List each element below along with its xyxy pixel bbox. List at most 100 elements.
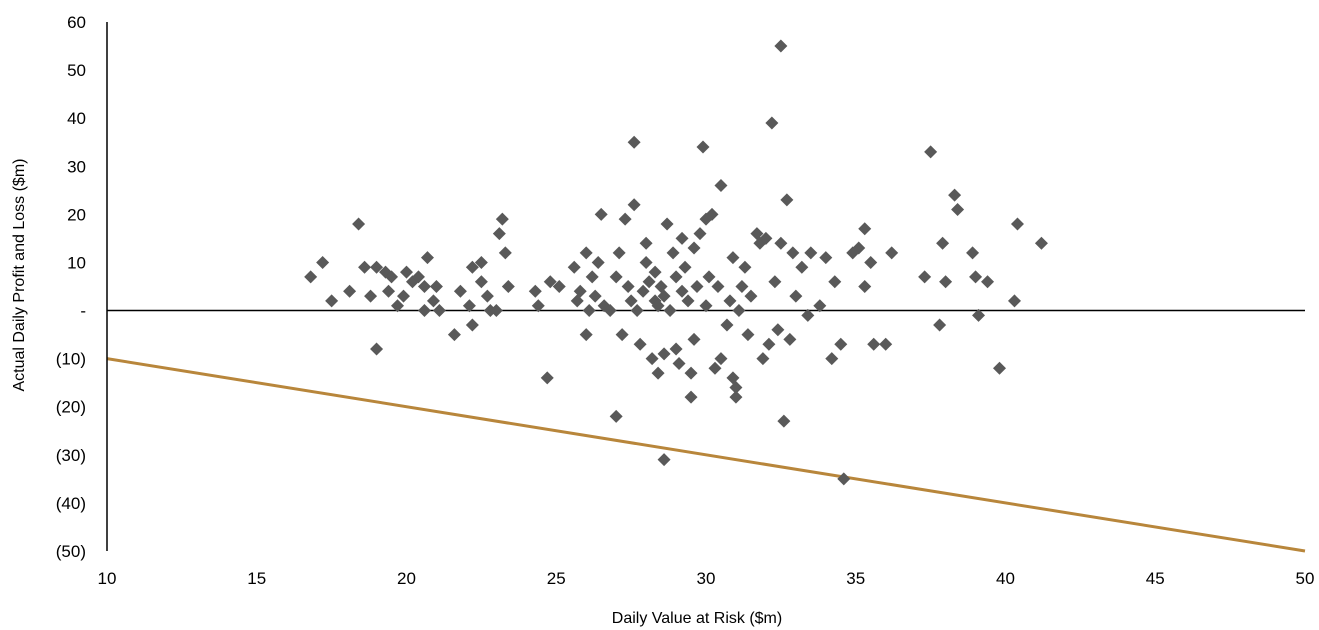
- data-point: [358, 260, 372, 274]
- data-point: [771, 323, 785, 337]
- data-point: [879, 337, 893, 351]
- data-point: [705, 207, 719, 221]
- data-point: [684, 390, 698, 404]
- data-point: [370, 260, 384, 274]
- data-point: [681, 294, 695, 308]
- reference-line: [106, 357, 1306, 553]
- data-point: [834, 337, 848, 351]
- data-point: [420, 251, 434, 265]
- data-point: [933, 318, 947, 332]
- y-tick-label: 60: [67, 13, 86, 32]
- data-point: [480, 289, 494, 303]
- data-point: [531, 299, 545, 313]
- x-tick-label: 15: [247, 569, 266, 588]
- data-point: [714, 179, 728, 193]
- data-point: [741, 328, 755, 342]
- y-tick-labels: 60 50 40 30 20 10 - (10) (20) (30) (40) (50): [56, 13, 86, 561]
- x-tick-labels: 10 15 20 25 30 35 40 45 50: [98, 569, 1315, 588]
- y-tick-label: (30): [56, 446, 86, 465]
- data-point: [780, 193, 794, 207]
- y-tick-label: (20): [56, 398, 86, 417]
- data-point: [657, 289, 671, 303]
- data-point: [621, 280, 635, 293]
- data-point: [735, 280, 749, 293]
- data-point: [615, 328, 629, 342]
- data-point: [489, 304, 503, 318]
- data-point: [759, 231, 773, 245]
- data-point: [765, 116, 779, 130]
- x-tick-label: 45: [1146, 569, 1165, 588]
- data-point: [774, 236, 788, 250]
- data-point: [651, 366, 665, 380]
- data-point: [645, 352, 659, 366]
- data-point: [465, 260, 479, 274]
- data-point: [687, 241, 701, 255]
- scatter-points: [304, 39, 1048, 486]
- data-point: [786, 246, 800, 260]
- data-point: [789, 289, 803, 303]
- data-point: [304, 270, 318, 284]
- x-tick-label: 10: [98, 569, 117, 588]
- data-point: [666, 246, 680, 260]
- data-point: [774, 39, 788, 53]
- data-point: [699, 299, 713, 313]
- x-tick-label: 20: [397, 569, 416, 588]
- data-point: [498, 246, 512, 260]
- data-point: [636, 284, 650, 298]
- data-point: [573, 284, 587, 298]
- data-point: [492, 227, 506, 241]
- data-point: [417, 304, 431, 318]
- data-point: [669, 342, 683, 356]
- data-point: [867, 337, 881, 351]
- data-point: [633, 337, 647, 351]
- data-point: [540, 371, 554, 385]
- data-point: [696, 140, 710, 154]
- y-tick-label: (10): [56, 350, 86, 369]
- data-point: [858, 222, 872, 236]
- data-point: [627, 198, 641, 212]
- data-point: [726, 371, 740, 385]
- data-point: [624, 294, 638, 308]
- data-point: [570, 294, 584, 308]
- x-axis-title: Daily Value at Risk ($m): [612, 610, 782, 627]
- data-point: [762, 337, 776, 351]
- data-point: [579, 246, 593, 260]
- data-point: [714, 352, 728, 366]
- data-point: [693, 227, 707, 241]
- data-point: [588, 289, 602, 303]
- data-point: [501, 280, 515, 293]
- data-point: [627, 135, 641, 149]
- x-tick-label: 50: [1296, 569, 1315, 588]
- data-point: [828, 275, 842, 289]
- data-point: [651, 299, 665, 313]
- data-point: [618, 212, 632, 226]
- data-point: [370, 342, 384, 356]
- data-point: [804, 246, 818, 260]
- data-point: [711, 280, 725, 293]
- data-point: [819, 251, 833, 265]
- data-point: [972, 308, 986, 322]
- data-point: [567, 260, 581, 274]
- data-point: [465, 318, 479, 332]
- data-point: [660, 217, 674, 231]
- data-point: [400, 265, 413, 279]
- data-point: [432, 304, 446, 318]
- data-point: [702, 270, 716, 284]
- data-point: [447, 328, 461, 342]
- data-point: [738, 260, 752, 274]
- data-point: [426, 294, 440, 308]
- data-point: [732, 304, 746, 318]
- data-point: [543, 275, 557, 289]
- data-point: [325, 294, 339, 308]
- data-point: [609, 409, 623, 423]
- data-point: [795, 260, 809, 274]
- y-tick-label: (40): [56, 494, 86, 513]
- data-point: [825, 352, 839, 366]
- data-point: [756, 352, 770, 366]
- data-point: [1010, 217, 1024, 231]
- data-point: [864, 255, 878, 269]
- data-point: [813, 299, 827, 313]
- data-point: [582, 304, 596, 318]
- data-point: [612, 246, 626, 260]
- data-point: [948, 188, 962, 202]
